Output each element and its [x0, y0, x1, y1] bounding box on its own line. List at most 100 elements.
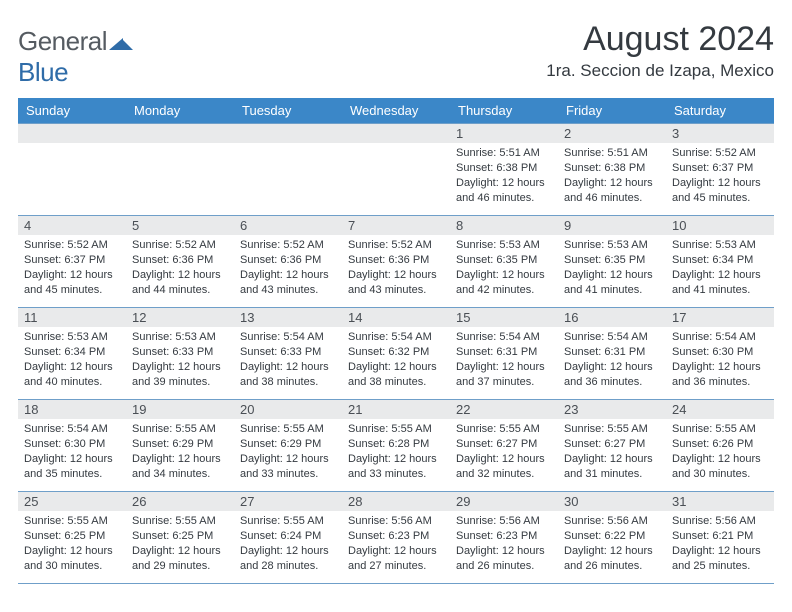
sunrise-text: Sunrise: 5:54 AM [348, 330, 444, 345]
calendar-cell: 19Sunrise: 5:55 AMSunset: 6:29 PMDayligh… [126, 400, 234, 492]
day-details: Sunrise: 5:54 AMSunset: 6:33 PMDaylight:… [234, 327, 342, 393]
sunrise-text: Sunrise: 5:56 AM [672, 514, 768, 529]
sunset-text: Sunset: 6:25 PM [132, 529, 228, 544]
sunrise-text: Sunrise: 5:51 AM [564, 146, 660, 161]
calendar-row: 4Sunrise: 5:52 AMSunset: 6:37 PMDaylight… [18, 216, 774, 308]
logo: General Blue [18, 26, 133, 88]
sunrise-text: Sunrise: 5:55 AM [240, 514, 336, 529]
sunset-text: Sunset: 6:38 PM [564, 161, 660, 176]
month-title: August 2024 [546, 20, 774, 59]
sunrise-text: Sunrise: 5:53 AM [672, 238, 768, 253]
day-number: 19 [126, 400, 234, 419]
day-details: Sunrise: 5:54 AMSunset: 6:30 PMDaylight:… [666, 327, 774, 393]
sunrise-text: Sunrise: 5:52 AM [24, 238, 120, 253]
calendar-cell: 4Sunrise: 5:52 AMSunset: 6:37 PMDaylight… [18, 216, 126, 308]
calendar-cell: 24Sunrise: 5:55 AMSunset: 6:26 PMDayligh… [666, 400, 774, 492]
day-details: Sunrise: 5:52 AMSunset: 6:37 PMDaylight:… [666, 143, 774, 209]
daylight-text: Daylight: 12 hours and 34 minutes. [132, 452, 228, 482]
sunset-text: Sunset: 6:29 PM [240, 437, 336, 452]
logo-text-general: General [18, 26, 107, 56]
sunset-text: Sunset: 6:31 PM [456, 345, 552, 360]
sunrise-text: Sunrise: 5:56 AM [348, 514, 444, 529]
calendar-cell: 25Sunrise: 5:55 AMSunset: 6:25 PMDayligh… [18, 492, 126, 584]
sunrise-text: Sunrise: 5:54 AM [456, 330, 552, 345]
day-details: Sunrise: 5:56 AMSunset: 6:22 PMDaylight:… [558, 511, 666, 577]
daylight-text: Daylight: 12 hours and 29 minutes. [132, 544, 228, 574]
day-details: Sunrise: 5:55 AMSunset: 6:28 PMDaylight:… [342, 419, 450, 485]
day-number: 15 [450, 308, 558, 327]
calendar-cell: 28 Sunrise: 5:56 AMSunset: 6:23 PMDayligh… [342, 492, 450, 584]
daylight-text: Daylight: 12 hours and 31 minutes. [564, 452, 660, 482]
calendar-cell: . [126, 124, 234, 216]
day-details: Sunrise: 5:55 AMSunset: 6:29 PMDaylight:… [126, 419, 234, 485]
sunrise-text: Sunrise: 5:54 AM [240, 330, 336, 345]
day-number: 30 [558, 492, 666, 511]
day-header: Saturday [666, 98, 774, 124]
calendar-cell: 13Sunrise: 5:54 AMSunset: 6:33 PMDayligh… [234, 308, 342, 400]
calendar-table: Sunday Monday Tuesday Wednesday Thursday… [18, 98, 774, 584]
day-number: 26 [126, 492, 234, 511]
day-number: 13 [234, 308, 342, 327]
calendar-row: 25Sunrise: 5:55 AMSunset: 6:25 PMDayligh… [18, 492, 774, 584]
logo-text-blue: Blue [18, 57, 68, 87]
calendar-cell: 27Sunrise: 5:55 AMSunset: 6:24 PMDayligh… [234, 492, 342, 584]
day-details: Sunrise: 5:55 AMSunset: 6:26 PMDaylight:… [666, 419, 774, 485]
sunset-text: Sunset: 6:23 PM [456, 529, 552, 544]
sunset-text: Sunset: 6:25 PM [24, 529, 120, 544]
sunrise-text: Sunrise: 5:55 AM [672, 422, 768, 437]
sunrise-text: Sunrise: 5:55 AM [132, 422, 228, 437]
calendar-cell: 16Sunrise: 5:54 AMSunset: 6:31 PMDayligh… [558, 308, 666, 400]
calendar-cell: 6Sunrise: 5:52 AMSunset: 6:36 PMDaylight… [234, 216, 342, 308]
daylight-text: Daylight: 12 hours and 25 minutes. [672, 544, 768, 574]
day-header: Friday [558, 98, 666, 124]
daylight-text: Daylight: 12 hours and 43 minutes. [240, 268, 336, 298]
sunset-text: Sunset: 6:36 PM [348, 253, 444, 268]
day-number: 7 [342, 216, 450, 235]
day-number: 5 [126, 216, 234, 235]
calendar-cell: 11Sunrise: 5:53 AMSunset: 6:34 PMDayligh… [18, 308, 126, 400]
sunrise-text: Sunrise: 5:52 AM [672, 146, 768, 161]
daylight-text: Daylight: 12 hours and 43 minutes. [348, 268, 444, 298]
sunset-text: Sunset: 6:22 PM [564, 529, 660, 544]
calendar-cell: 18Sunrise: 5:54 AMSunset: 6:30 PMDayligh… [18, 400, 126, 492]
day-number: 28 [342, 492, 450, 511]
day-details: Sunrise: 5:54 AMSunset: 6:30 PMDaylight:… [18, 419, 126, 485]
calendar-cell: 26Sunrise: 5:55 AMSunset: 6:25 PMDayligh… [126, 492, 234, 584]
day-details: Sunrise: 5:54 AMSunset: 6:31 PMDaylight:… [558, 327, 666, 393]
day-details: Sunrise: 5:55 AMSunset: 6:27 PMDaylight:… [450, 419, 558, 485]
day-number: . [342, 124, 450, 143]
sunset-text: Sunset: 6:23 PM [348, 529, 444, 544]
day-number: 8 [450, 216, 558, 235]
daylight-text: Daylight: 12 hours and 27 minutes. [348, 544, 444, 574]
day-number: 2 [558, 124, 666, 143]
calendar-cell: 29Sunrise: 5:56 AMSunset: 6:23 PMDayligh… [450, 492, 558, 584]
calendar-body: ....1Sunrise: 5:51 AMSunset: 6:38 PMDayl… [18, 124, 774, 584]
location-text: 1ra. Seccion de Izapa, Mexico [546, 61, 774, 81]
sunrise-text: Sunrise: 5:55 AM [240, 422, 336, 437]
sunrise-text: Sunrise: 5:53 AM [456, 238, 552, 253]
calendar-cell: 12Sunrise: 5:53 AMSunset: 6:33 PMDayligh… [126, 308, 234, 400]
sunset-text: Sunset: 6:21 PM [672, 529, 768, 544]
day-number: 12 [126, 308, 234, 327]
day-details: Sunrise: 5:56 AMSunset: 6:23 PMDaylight:… [450, 511, 558, 577]
day-details: Sunrise: 5:53 AMSunset: 6:35 PMDaylight:… [450, 235, 558, 301]
day-details: Sunrise: 5:54 AMSunset: 6:31 PMDaylight:… [450, 327, 558, 393]
day-number: 10 [666, 216, 774, 235]
day-header: Thursday [450, 98, 558, 124]
daylight-text: Daylight: 12 hours and 36 minutes. [672, 360, 768, 390]
daylight-text: Daylight: 12 hours and 33 minutes. [348, 452, 444, 482]
header: General Blue August 2024 1ra. Seccion de… [18, 20, 774, 88]
calendar-cell: 31Sunrise: 5:56 AMSunset: 6:21 PMDayligh… [666, 492, 774, 584]
sunset-text: Sunset: 6:24 PM [240, 529, 336, 544]
calendar-row: ....1Sunrise: 5:51 AMSunset: 6:38 PMDayl… [18, 124, 774, 216]
daylight-text: Daylight: 12 hours and 33 minutes. [240, 452, 336, 482]
day-details: Sunrise: 5:54 AMSunset: 6:32 PMDaylight:… [342, 327, 450, 393]
calendar-cell: . [18, 124, 126, 216]
title-block: August 2024 1ra. Seccion de Izapa, Mexic… [546, 20, 774, 81]
daylight-text: Daylight: 12 hours and 39 minutes. [132, 360, 228, 390]
daylight-text: Daylight: 12 hours and 26 minutes. [456, 544, 552, 574]
daylight-text: Daylight: 12 hours and 40 minutes. [24, 360, 120, 390]
sunrise-text: Sunrise: 5:55 AM [456, 422, 552, 437]
day-number: 29 [450, 492, 558, 511]
sunrise-text: Sunrise: 5:54 AM [24, 422, 120, 437]
